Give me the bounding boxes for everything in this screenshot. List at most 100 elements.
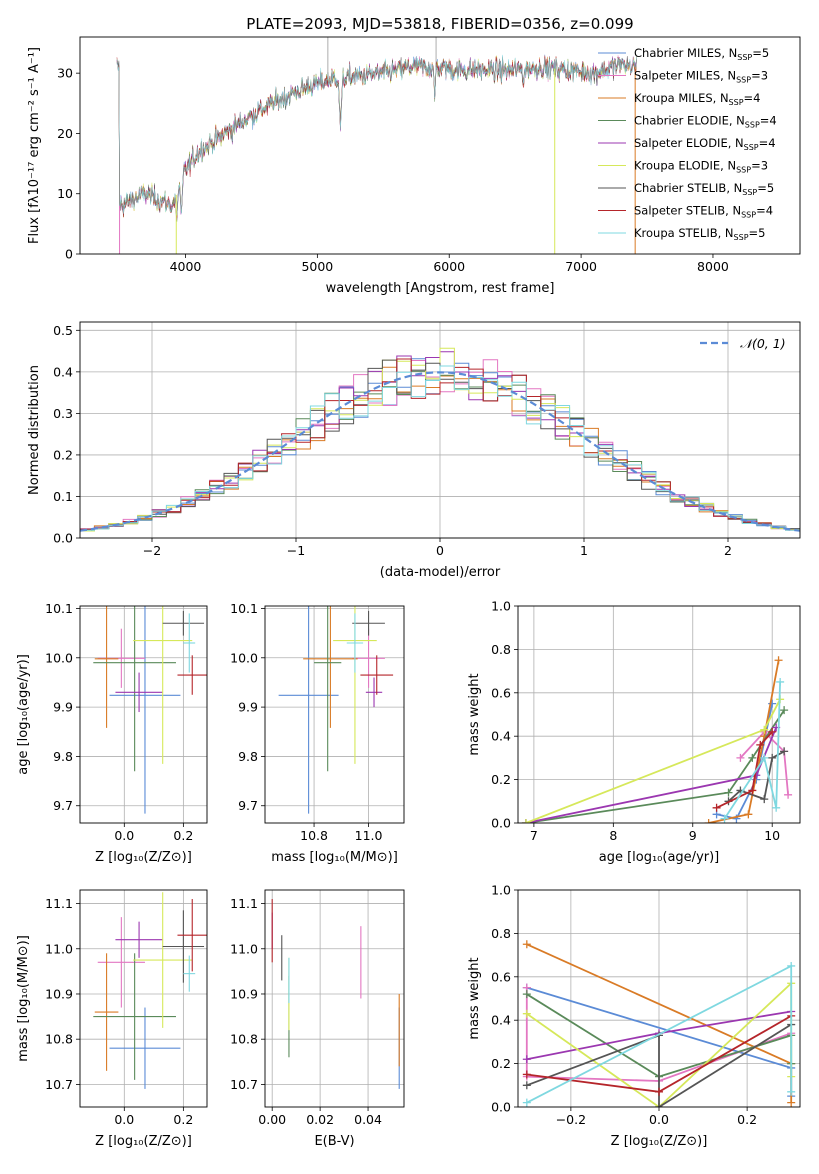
legend-text: Kroupa STELIB, N bbox=[634, 226, 734, 240]
y-tick-label: 0.0 bbox=[491, 1100, 511, 1115]
weight-series-line bbox=[526, 1023, 792, 1107]
y-tick-label: 9.9 bbox=[53, 700, 73, 715]
axes-frame bbox=[79, 889, 208, 1108]
y-tick-label: 0.8 bbox=[491, 642, 511, 657]
y-tick-label: 0.0 bbox=[491, 816, 511, 831]
x-tick-label: −1 bbox=[287, 543, 305, 558]
panel-residuals: −2 −1 0 1 2 0.0 0.1 0.2 0.3 0.4 0.5 (data-model)/er… bbox=[27, 321, 801, 580]
panel-weight_vs_age: 7 8 9 10 0.0 0.2 0.4 0.6 0.8 1.0 age [log₁₀(age/yr… bbox=[467, 599, 801, 865]
legend-label: Salpeter ELODIE, NSSP=4 bbox=[634, 136, 776, 152]
spectrum-model-line bbox=[116, 55, 637, 218]
x-tick-label: 0.0 bbox=[114, 1112, 134, 1127]
spectrum-model-line bbox=[116, 55, 637, 218]
y-tick-label: 0.4 bbox=[491, 1013, 511, 1028]
x-tick-label: 0 bbox=[436, 543, 444, 558]
x-tick-label: 11.0 bbox=[355, 828, 383, 843]
y-tick-label: 10.8 bbox=[230, 1032, 258, 1047]
x-tick-label: 0.02 bbox=[306, 1112, 334, 1127]
y-tick-label: 10.0 bbox=[230, 650, 258, 665]
x-tick-label: −2 bbox=[143, 543, 161, 558]
legend-text: Chabrier MILES, N bbox=[634, 46, 737, 60]
errorbar-group bbox=[271, 899, 400, 1089]
weight-marker bbox=[774, 656, 783, 665]
weight-marker bbox=[522, 1070, 531, 1079]
weight-marker bbox=[522, 940, 531, 949]
panel-spectrum: 4000 5000 6000 7000 8000 0 10 20 30 wavelength [A… bbox=[27, 36, 801, 296]
panel-mass_vs_EBV: 0.00 0.02 0.04 10.7 10.8 10.9 11.0 11.1 E(B-V) bbox=[230, 889, 405, 1149]
x-axis-label: Z [log₁₀(Z/Z⊙)] bbox=[611, 1134, 708, 1149]
legend-label: Kroupa STELIB, NSSP=5 bbox=[634, 226, 765, 242]
errorbar-group bbox=[93, 892, 207, 1089]
y-tick-label: 10.8 bbox=[45, 1032, 73, 1047]
x-tick-label: 0.2 bbox=[737, 1112, 757, 1127]
legend-text: Kroupa MILES, N bbox=[634, 91, 729, 105]
panel-age_vs_mass: 10.8 11.0 9.7 9.8 9.9 10.0 10.1 mass [log₁₀(M/M… bbox=[230, 601, 405, 865]
y-axis-label: mass [log₁₀(M/M⊙)] bbox=[16, 935, 31, 1062]
weight-marker bbox=[760, 795, 769, 804]
legend-count: =5 bbox=[757, 181, 774, 195]
y-tick-label: 1.0 bbox=[491, 599, 511, 614]
legend-label: Kroupa MILES, NSSP=4 bbox=[634, 91, 760, 107]
x-tick-label: 7 bbox=[530, 828, 538, 843]
weight-marker bbox=[655, 1087, 663, 1096]
y-tick-label: 30 bbox=[57, 66, 73, 81]
y-tick-label: 0.6 bbox=[491, 685, 511, 700]
weight-series-line bbox=[716, 731, 773, 809]
weight-marker bbox=[776, 677, 785, 686]
weight-marker bbox=[768, 753, 777, 762]
weight-marker bbox=[720, 814, 729, 823]
y-tick-label: 10.7 bbox=[45, 1077, 73, 1092]
weight-marker bbox=[768, 727, 777, 736]
spectrum-model-line bbox=[116, 56, 637, 220]
y-tick-label: 0.4 bbox=[53, 364, 73, 379]
x-tick-label: 8000 bbox=[697, 259, 729, 274]
errorbar-group bbox=[278, 606, 394, 814]
x-axis-label: mass [log₁₀(M/M⊙)] bbox=[271, 850, 398, 865]
legend-count: =4 bbox=[756, 204, 773, 218]
legend-label: Salpeter STELIB, NSSP=4 bbox=[634, 204, 773, 220]
legend-count: =3 bbox=[751, 69, 768, 83]
weight-marker bbox=[787, 1098, 796, 1107]
weight-marker bbox=[756, 740, 765, 749]
axes-frame bbox=[79, 321, 801, 539]
y-tick-label: 10.0 bbox=[45, 650, 73, 665]
weight-marker bbox=[522, 1055, 531, 1064]
y-axis-label: mass weight bbox=[467, 673, 482, 755]
legend-subscript: SSP bbox=[741, 211, 756, 220]
x-tick-label: 0.0 bbox=[649, 1112, 669, 1127]
x-tick-label: 7000 bbox=[565, 259, 597, 274]
y-tick-label: 11.1 bbox=[45, 896, 73, 911]
y-axis-label: Normed distribution bbox=[27, 365, 42, 495]
y-tick-label: 9.8 bbox=[53, 749, 73, 764]
spectrum-data-line bbox=[116, 57, 637, 218]
x-tick-label: 0.2 bbox=[173, 1112, 193, 1127]
weight-marker bbox=[760, 753, 769, 762]
legend-count: =5 bbox=[749, 226, 766, 240]
legend-subscript: SSP bbox=[736, 76, 751, 85]
y-tick-label: 0.4 bbox=[491, 729, 511, 744]
axes-frame bbox=[264, 605, 405, 824]
y-axis-label: Flux [fλ10⁻¹⁷ erg cm⁻² s⁻¹ A⁻¹] bbox=[27, 47, 42, 244]
weight-marker bbox=[748, 753, 757, 762]
x-tick-label: 10.8 bbox=[300, 828, 328, 843]
legend-label: Chabrier STELIB, NSSP=5 bbox=[634, 181, 774, 197]
weight-marker bbox=[744, 810, 753, 819]
x-axis-label: Z [log₁₀(Z/Z⊙)] bbox=[95, 1134, 192, 1149]
weight-marker bbox=[736, 753, 745, 762]
y-tick-label: 9.9 bbox=[238, 700, 258, 715]
weight-marker bbox=[704, 819, 713, 823]
weight-marker bbox=[784, 790, 793, 799]
weight-marker bbox=[787, 961, 796, 970]
weight-marker bbox=[724, 788, 733, 797]
legend-text: Chabrier STELIB, N bbox=[634, 181, 742, 195]
x-tick-label: −0.2 bbox=[556, 1112, 586, 1127]
axes-frame bbox=[264, 889, 405, 1108]
weight-marker bbox=[522, 1009, 531, 1018]
weight-marker bbox=[522, 990, 531, 999]
x-tick-label: 2 bbox=[724, 543, 732, 558]
x-tick-label: 9 bbox=[689, 828, 697, 843]
x-tick-label: 0.0 bbox=[114, 828, 134, 843]
y-tick-label: 10.7 bbox=[230, 1077, 258, 1092]
legend-subscript: SSP bbox=[729, 98, 744, 107]
legend-subscript: SSP bbox=[734, 233, 749, 242]
